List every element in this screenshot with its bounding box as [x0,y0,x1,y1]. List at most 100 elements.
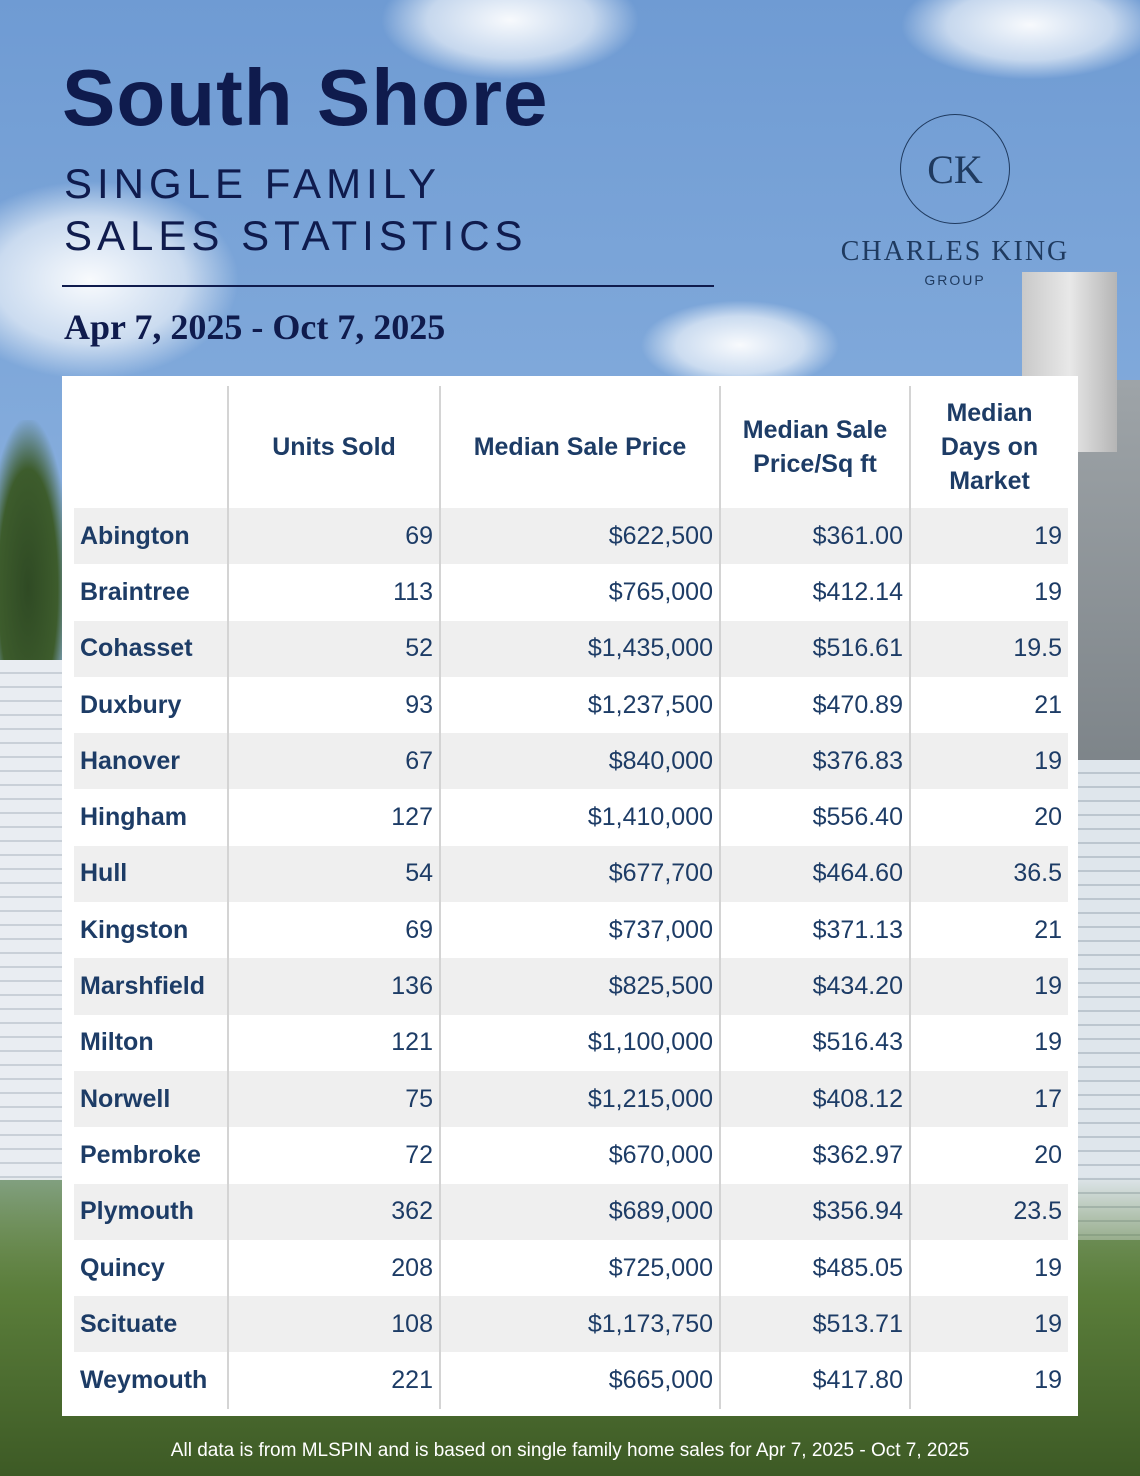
town-cell: Duxbury [80,690,182,719]
table-row: Hull 54 $677,700 $464.60 36.5 [74,845,1068,903]
value-cell: 136 [227,958,440,1015]
town-cell: Plymouth [74,1183,228,1240]
table-row: Pembroke 72 $670,000 $362.97 20 [74,1127,1068,1184]
value-cell: $1,435,000 [439,620,720,677]
table-row: Cohasset 52 $1,435,000 $516.61 19.5 [74,620,1068,677]
header-cell: Units Sold [227,386,440,508]
value-cell: $464.60 [719,845,910,903]
town-cell: Abington [74,508,228,565]
table-row: Quincy 208 $725,000 $485.05 19 [74,1239,1068,1297]
town-cell: Hull [74,845,228,903]
value-cell: 113 [227,564,440,621]
value-cell: $765,000 [439,564,720,621]
value-cell: $840,000 [439,733,720,790]
logo-mark: CK [900,114,1010,224]
value-cell: $516.43 [719,1014,910,1071]
town-cell: Marshfield [74,958,228,1015]
value-cell: 93 [227,676,440,734]
value-cell: $361.00 [719,508,910,565]
value-cell: 21 [909,902,1068,959]
town-cell: Hingham [80,803,187,832]
logo-tagline: GROUP [924,272,986,288]
stats-table: Units Sold Median Sale Price Median Sale P… [74,386,1068,1409]
value-cell: $516.61 [719,620,910,677]
divider [62,285,714,287]
table-row: Hingham 127 $1,410,000 $556.40 20 [74,789,1068,846]
value-cell: 221 [227,1352,440,1409]
table-row: Braintree 113 $765,000 $412.14 19 [74,564,1068,621]
logo-name: CHARLES KING [840,236,1070,267]
value-cell: $376.83 [719,733,910,790]
trees [0,420,70,700]
town-cell: Norwell [74,1070,228,1128]
subtitle: SALES STATISTICS [64,212,528,259]
value-cell: 20 [909,1127,1068,1184]
table-row: Duxbury 93 $1,237,500 $470.89 21 [74,676,1068,734]
value-cell: $1,237,500 [439,676,720,734]
value-cell: $485.05 [719,1239,910,1297]
value-cell: 17 [909,1070,1068,1128]
value-cell: $1,100,000 [439,1014,720,1071]
title: South Shore [62,53,549,142]
header-row: Units Sold Median Sale Price Median Sale P… [74,386,1068,508]
table-row: Abington 69 $622,500 $361.00 19 [74,508,1068,565]
value-cell: 36.5 [909,845,1068,903]
cloud [640,300,840,390]
table-row: Milton 121 $1,100,000 $516.43 19 [74,1014,1068,1071]
town-cell: Quincy [80,1253,165,1282]
value-cell: 19 [909,564,1068,621]
value-cell: $825,500 [439,958,720,1015]
value-cell: 19 [909,1014,1068,1071]
cloud [900,0,1140,80]
cloud [0,180,240,380]
value-cell: 69 [227,902,440,959]
value-cell: $725,000 [439,1239,720,1297]
value-cell: $417.80 [719,1352,910,1409]
town-cell: Milton [80,1028,154,1057]
town-cell: Weymouth [80,1366,208,1395]
value-cell: $371.13 [719,902,910,959]
table-row: Kingston 69 $737,000 $371.13 21 [74,902,1068,959]
header-cell [74,386,228,508]
value-cell: 127 [227,789,440,846]
header-cell: Median Days on Market [909,386,1068,508]
town-cell: Kingston [80,915,189,944]
value-cell: $513.71 [719,1296,910,1353]
subtitle: SINGLE FAMILY [64,160,441,207]
value-cell: $670,000 [439,1127,720,1184]
table-row: Hanover 67 $840,000 $376.83 19 [74,733,1068,790]
logo-initials: CK [927,146,983,192]
value-cell: 20 [909,789,1068,846]
value-cell: $665,000 [439,1352,720,1409]
value-cell: $737,000 [439,902,720,959]
value-cell: $470.89 [719,676,910,734]
value-cell: $1,173,750 [439,1296,720,1353]
town-cell: Cohasset [74,620,228,677]
value-cell: 19 [909,958,1068,1015]
value-cell: 121 [227,1014,440,1071]
value-cell: 23.5 [909,1183,1068,1240]
value-cell: 69 [227,508,440,565]
value-cell: 75 [227,1070,440,1128]
value-cell: 21 [909,676,1068,734]
value-cell: $556.40 [719,789,910,846]
value-cell: 19 [909,733,1068,790]
town-cell: Hanover [74,733,228,790]
value-cell: $434.20 [719,958,910,1015]
value-cell: 19 [909,1296,1068,1353]
table-body: Abington 69 $622,500 $361.00 19 Braintree 113 $… [74,508,1068,1409]
town-cell: Scituate [74,1296,228,1353]
value-cell: 208 [227,1239,440,1297]
value-cell: 67 [227,733,440,790]
value-cell: 19.5 [909,620,1068,677]
value-cell: 108 [227,1296,440,1353]
value-cell: $677,700 [439,845,720,903]
town-cell: Pembroke [80,1140,201,1169]
value-cell: $689,000 [439,1183,720,1240]
table-row: Plymouth 362 $689,000 $356.94 23.5 [74,1183,1068,1240]
value-cell: 362 [227,1183,440,1240]
value-cell: $1,410,000 [439,789,720,846]
table-row: Norwell 75 $1,215,000 $408.12 17 [74,1070,1068,1128]
date-range: Apr 7, 2025 - Oct 7, 2025 [64,307,446,347]
